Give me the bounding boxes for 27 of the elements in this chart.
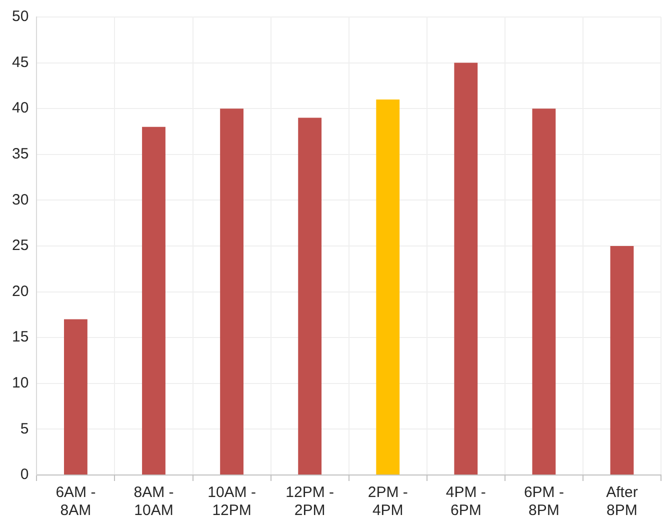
y-tick-label: 20 (12, 282, 29, 300)
x-tick-label: 8AM - 10AM (134, 484, 174, 520)
y-tick-label: 0 (20, 466, 29, 484)
x-tick-label: 2PM - 4PM (368, 484, 408, 520)
y-tick-label: 45 (12, 54, 29, 71)
y-tick-label: 50 (12, 8, 29, 26)
x-tick-label: 4PM - 6PM (446, 484, 486, 520)
y-tick-label: 35 (12, 146, 29, 163)
bar (532, 108, 556, 474)
bar (376, 99, 400, 474)
bar (220, 108, 244, 474)
bar (298, 118, 322, 474)
bar (610, 246, 634, 474)
x-tick-label: 10AM - 12PM (208, 484, 256, 520)
x-tick-label: 6AM - 8AM (56, 484, 96, 520)
y-tick-label: 40 (12, 100, 29, 117)
x-tick-label: 12PM - 2PM (286, 484, 334, 520)
y-tick-label: 10 (12, 374, 29, 392)
y-tick-label: 25 (12, 237, 29, 254)
x-tick-label: After 8PM (606, 484, 638, 520)
bar (454, 62, 478, 474)
y-tick-label: 15 (12, 328, 29, 346)
y-tick-label: 30 (12, 191, 29, 208)
x-tick-label: 6PM - 8PM (524, 484, 564, 520)
y-tick-label: 5 (20, 420, 29, 438)
bar (64, 319, 88, 474)
bar (142, 126, 166, 474)
